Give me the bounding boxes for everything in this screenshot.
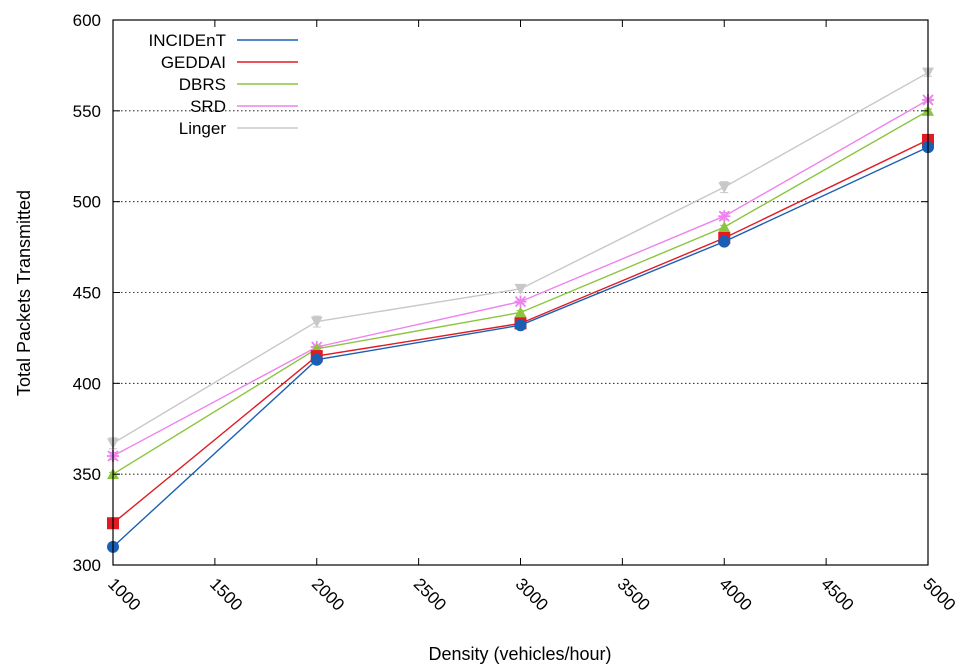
x-tick-label: 2500 (410, 574, 450, 614)
data-point (514, 306, 527, 318)
x-axis-title: Density (vehicles/hour) (428, 644, 611, 664)
series-line (112, 72, 929, 444)
data-point (718, 182, 731, 194)
data-point (718, 221, 731, 233)
y-tick-label: 550 (73, 102, 101, 121)
x-tick-label: 3000 (512, 574, 552, 614)
series-line (112, 99, 929, 457)
y-tick-label: 350 (73, 465, 101, 484)
data-point (718, 235, 731, 248)
y-tick-label: 450 (73, 284, 101, 303)
data-point (514, 319, 527, 332)
y-tick-label: 500 (73, 193, 101, 212)
legend-label: GEDDAI (161, 53, 226, 72)
legend-label: INCIDEnT (149, 31, 226, 50)
legend-label: Linger (179, 119, 227, 138)
data-point (514, 283, 527, 295)
series-line (112, 146, 929, 548)
x-tick-label: 1500 (206, 574, 246, 614)
x-tick-label: 5000 (919, 574, 959, 614)
data-point (310, 353, 323, 366)
x-tick-label: 1000 (104, 574, 144, 614)
series-srd (107, 93, 934, 462)
y-tick-label: 300 (73, 556, 101, 575)
series-layer (107, 67, 934, 553)
legend-label: DBRS (179, 75, 226, 94)
legend-label: SRD (190, 97, 226, 116)
y-tick-label: 600 (73, 11, 101, 30)
x-tick-label: 4000 (715, 574, 755, 614)
series-geddai (107, 133, 934, 530)
series-line (112, 139, 929, 524)
x-tick-label: 2000 (308, 574, 348, 614)
series-linger (107, 67, 934, 450)
legend: INCIDEnT GEDDAI DBRS SRD Linger (149, 31, 298, 138)
x-tick-label: 3500 (614, 574, 654, 614)
y-tick-label: 400 (73, 374, 101, 393)
y-axis-title: Total Packets Transmitted (14, 190, 34, 396)
data-point (718, 210, 731, 223)
x-tick-label: 4500 (817, 574, 857, 614)
data-point (310, 316, 323, 328)
series-incident (107, 141, 934, 553)
data-point (514, 295, 527, 308)
